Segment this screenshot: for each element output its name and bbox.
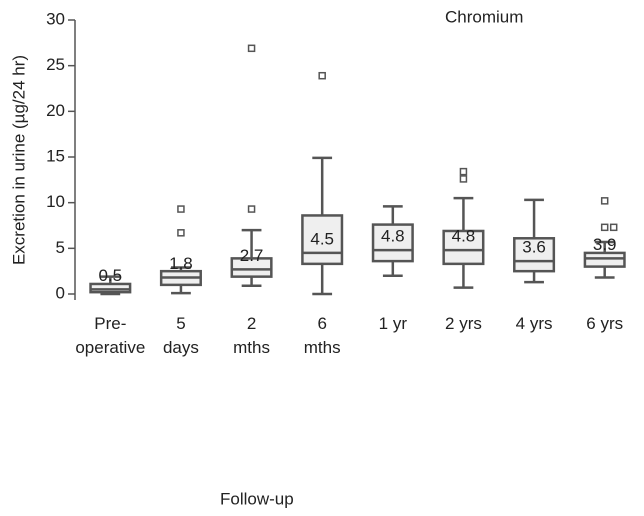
x-tick-label: Pre- operative bbox=[75, 314, 146, 357]
outlier bbox=[177, 205, 185, 213]
y-tick-label: 25 bbox=[46, 55, 65, 74]
y-axis-label: Excretion in urine (µg/24 hr) bbox=[9, 55, 28, 265]
y-tick-label: 30 bbox=[46, 9, 65, 28]
outlier bbox=[609, 223, 618, 232]
median-label: 1.8 bbox=[169, 254, 193, 273]
median-label: 3.9 bbox=[593, 235, 617, 254]
x-tick-label: 1 yr bbox=[378, 314, 407, 333]
outlier bbox=[247, 44, 256, 53]
y-tick-label: 0 bbox=[56, 283, 65, 302]
median-label: 2.7 bbox=[240, 246, 264, 265]
median-label: 4.8 bbox=[452, 227, 476, 246]
x-tick-label: 2 yrs bbox=[445, 314, 482, 333]
median-label: 4.5 bbox=[310, 229, 334, 248]
median-label: 0.5 bbox=[98, 266, 122, 285]
x-tick-label: 6 mths bbox=[303, 314, 341, 357]
box bbox=[583, 251, 626, 268]
x-tick-label: 2 mths bbox=[233, 314, 270, 357]
outlier bbox=[600, 197, 609, 205]
median-label: 4.8 bbox=[381, 227, 405, 246]
y-tick-label: 10 bbox=[46, 192, 65, 211]
x-axis-label: Follow-up bbox=[220, 489, 294, 508]
median-label: 3.6 bbox=[522, 238, 546, 257]
box bbox=[513, 237, 556, 273]
chart-title: Chromium bbox=[445, 7, 523, 26]
box bbox=[371, 223, 414, 263]
y-tick-label: 15 bbox=[46, 146, 65, 165]
box bbox=[89, 282, 132, 294]
box bbox=[230, 257, 273, 278]
outlier bbox=[318, 71, 326, 80]
box bbox=[301, 214, 344, 266]
x-tick-label: 4 yrs bbox=[515, 314, 553, 333]
outlier bbox=[600, 223, 609, 232]
box bbox=[442, 229, 485, 266]
y-tick-label: 20 bbox=[46, 101, 65, 120]
y-tick-label: 5 bbox=[56, 238, 65, 257]
x-tick-label: 5 days bbox=[162, 314, 199, 357]
outlier bbox=[247, 205, 256, 213]
outlier bbox=[177, 229, 185, 237]
outlier bbox=[459, 167, 468, 176]
x-tick-label: 6 yrs bbox=[586, 314, 624, 333]
outlier bbox=[459, 175, 468, 183]
